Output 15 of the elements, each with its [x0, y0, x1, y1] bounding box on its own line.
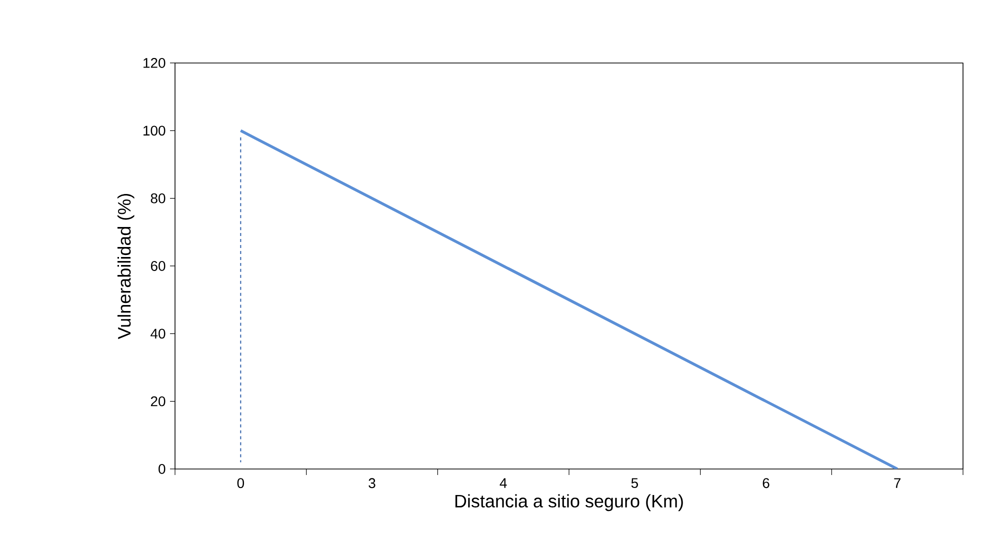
y-tick-label: 120 — [144, 58, 166, 68]
x-axis-title: Distancia a sitio seguro (Km) — [455, 494, 683, 512]
x-tick-label: 0 — [237, 478, 244, 488]
x-tick-label: 5 — [631, 478, 638, 488]
y-tick-label: 80 — [150, 193, 166, 204]
x-tick-label: 6 — [762, 478, 770, 488]
y-tick-label: 20 — [150, 396, 166, 406]
y-tick-label: 60 — [150, 261, 166, 271]
x-tick-label: 3 — [368, 478, 376, 488]
y-tick-label: 40 — [150, 328, 166, 339]
y-tick-label: 100 — [144, 126, 166, 136]
x-tick-label: 4 — [500, 478, 507, 488]
x-tick-label: 7 — [894, 478, 901, 488]
y-tick-label: 0 — [158, 464, 166, 474]
y-axis-title: Vulnerabilidad (%) — [117, 194, 134, 340]
